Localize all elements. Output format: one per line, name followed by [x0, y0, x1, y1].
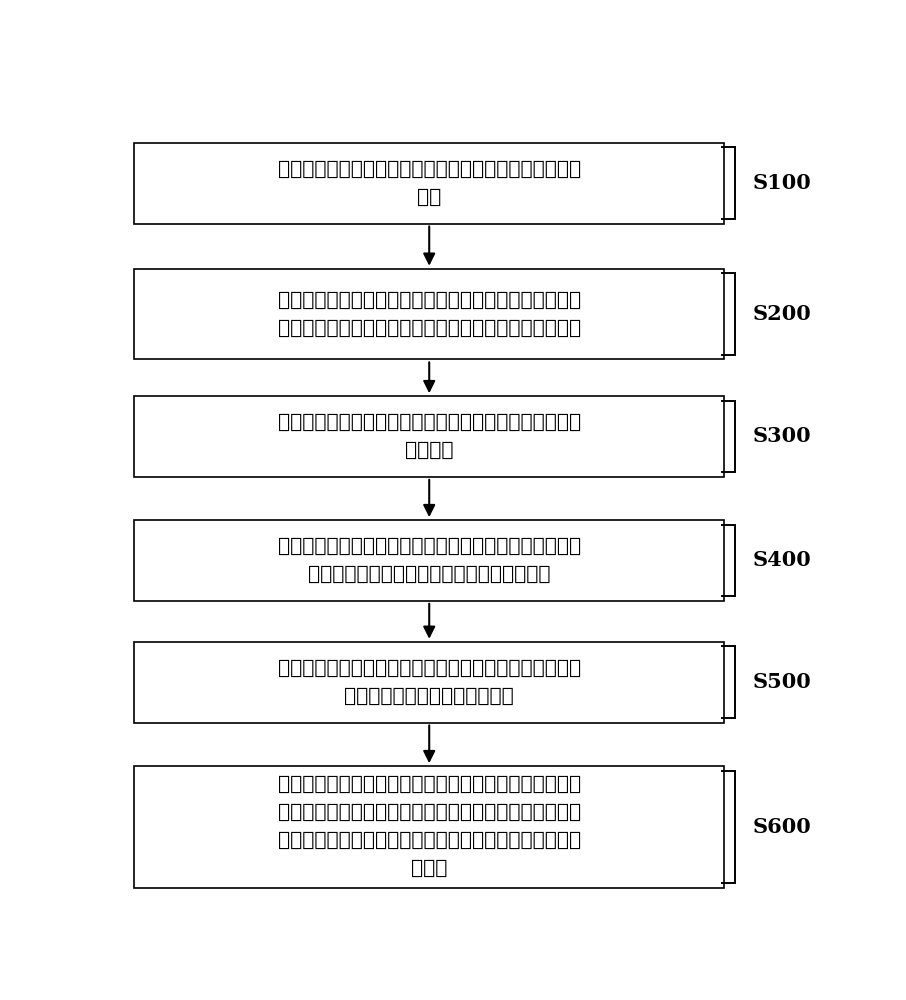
Text: 扫描整个数字电路，采集数字电路中所有需要学习的学习
任务: 扫描整个数字电路，采集数字电路中所有需要学习的学习 任务 [277, 160, 581, 207]
Text: 将数字电路中所有需要学习的学习任务存储到数组中，将
数组中所有需要学习的学习任务划分为若干组学习任务组: 将数字电路中所有需要学习的学习任务存储到数组中，将 数组中所有需要学习的学习任务… [277, 291, 581, 338]
Text: 调用所有并行的线程开始工作，以使所有线程共同对事件
队列中的事件进行并行静态学习: 调用所有并行的线程开始工作，以使所有线程共同对事件 队列中的事件进行并行静态学习 [277, 659, 581, 706]
Bar [134, 143, 724, 224]
Bar [134, 520, 724, 601]
Bar [134, 396, 724, 477]
Text: S600: S600 [752, 817, 811, 837]
Text: 按顺序依次选取一组学习任务组，获取学习任务组中的学
习任务所激发的事件，将该事件放入事件队列: 按顺序依次选取一组学习任务组，获取学习任务组中的学 习任务所激发的事件，将该事件… [277, 537, 581, 584]
Text: S500: S500 [752, 672, 811, 692]
Text: S300: S300 [752, 426, 811, 446]
Bar [134, 766, 724, 888]
Text: S100: S100 [752, 173, 811, 193]
Bar [134, 642, 724, 723]
Text: 创建多个并行的线程，为所有并行的线程分配一个共同的
事件队列: 创建多个并行的线程，为所有并行的线程分配一个共同的 事件队列 [277, 413, 581, 460]
Bar [134, 269, 724, 359]
Text: S200: S200 [752, 304, 811, 324]
Text: 当所有线程共同完成一组学习任务组之后，确定是否有未
完成的学习任务组，若是，则从未完成的学习任务组按顺
序依次选取一组学习任务组进行学习；否则，全部线程停
止工: 当所有线程共同完成一组学习任务组之后，确定是否有未 完成的学习任务组，若是，则从… [277, 775, 581, 878]
Text: S400: S400 [752, 550, 811, 570]
